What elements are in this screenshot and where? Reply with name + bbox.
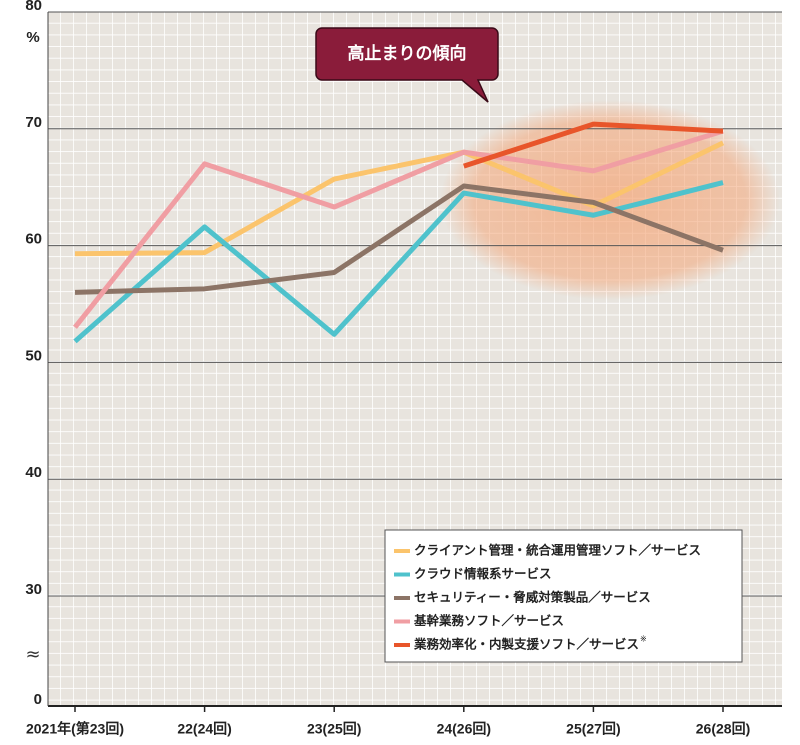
legend-label: クラウド情報系サービス: [414, 566, 552, 581]
y-unit: %: [26, 29, 39, 46]
annotation: 高止まりの傾向: [348, 43, 467, 64]
legend-label: 業務効率化・内製支援ソフト／サービス: [413, 637, 639, 652]
legend-label: クライアント管理・統合運用管理ソフト／サービス: [414, 543, 701, 558]
series-line: [463, 121, 724, 169]
series-line: [73, 128, 724, 329]
x-tick-label: 26(28回): [696, 721, 750, 737]
y-tick-label: 30: [25, 581, 42, 598]
x-tick-label: 2021年(第23回): [26, 721, 124, 737]
x-tick-label: 23(25回): [307, 721, 361, 737]
callout: 高止まりの傾向: [315, 27, 499, 103]
series-line: [74, 183, 724, 295]
y-tick-label: 80: [25, 0, 42, 14]
y-tick-label: 70: [25, 114, 42, 131]
callout-box: [315, 27, 499, 103]
series-line: [74, 140, 725, 257]
axis-break: ≈: [25, 644, 40, 665]
legend-note: ※: [640, 635, 647, 644]
y-tick-label: 0: [34, 691, 42, 708]
x-tick-label: 22(24回): [177, 721, 231, 737]
y-tick-label: 50: [25, 347, 42, 364]
legend-label: 基幹業務ソフト／サービス: [413, 613, 564, 628]
x-tick-label: 24(26回): [437, 721, 491, 737]
legend-box: [384, 529, 743, 663]
x-tick-label: 25(27回): [566, 721, 620, 737]
legend-label: セキュリティー・脅威対策製品／サービス: [414, 590, 651, 605]
y-tick-label: 60: [25, 231, 42, 248]
y-tick-label: 40: [25, 464, 42, 481]
